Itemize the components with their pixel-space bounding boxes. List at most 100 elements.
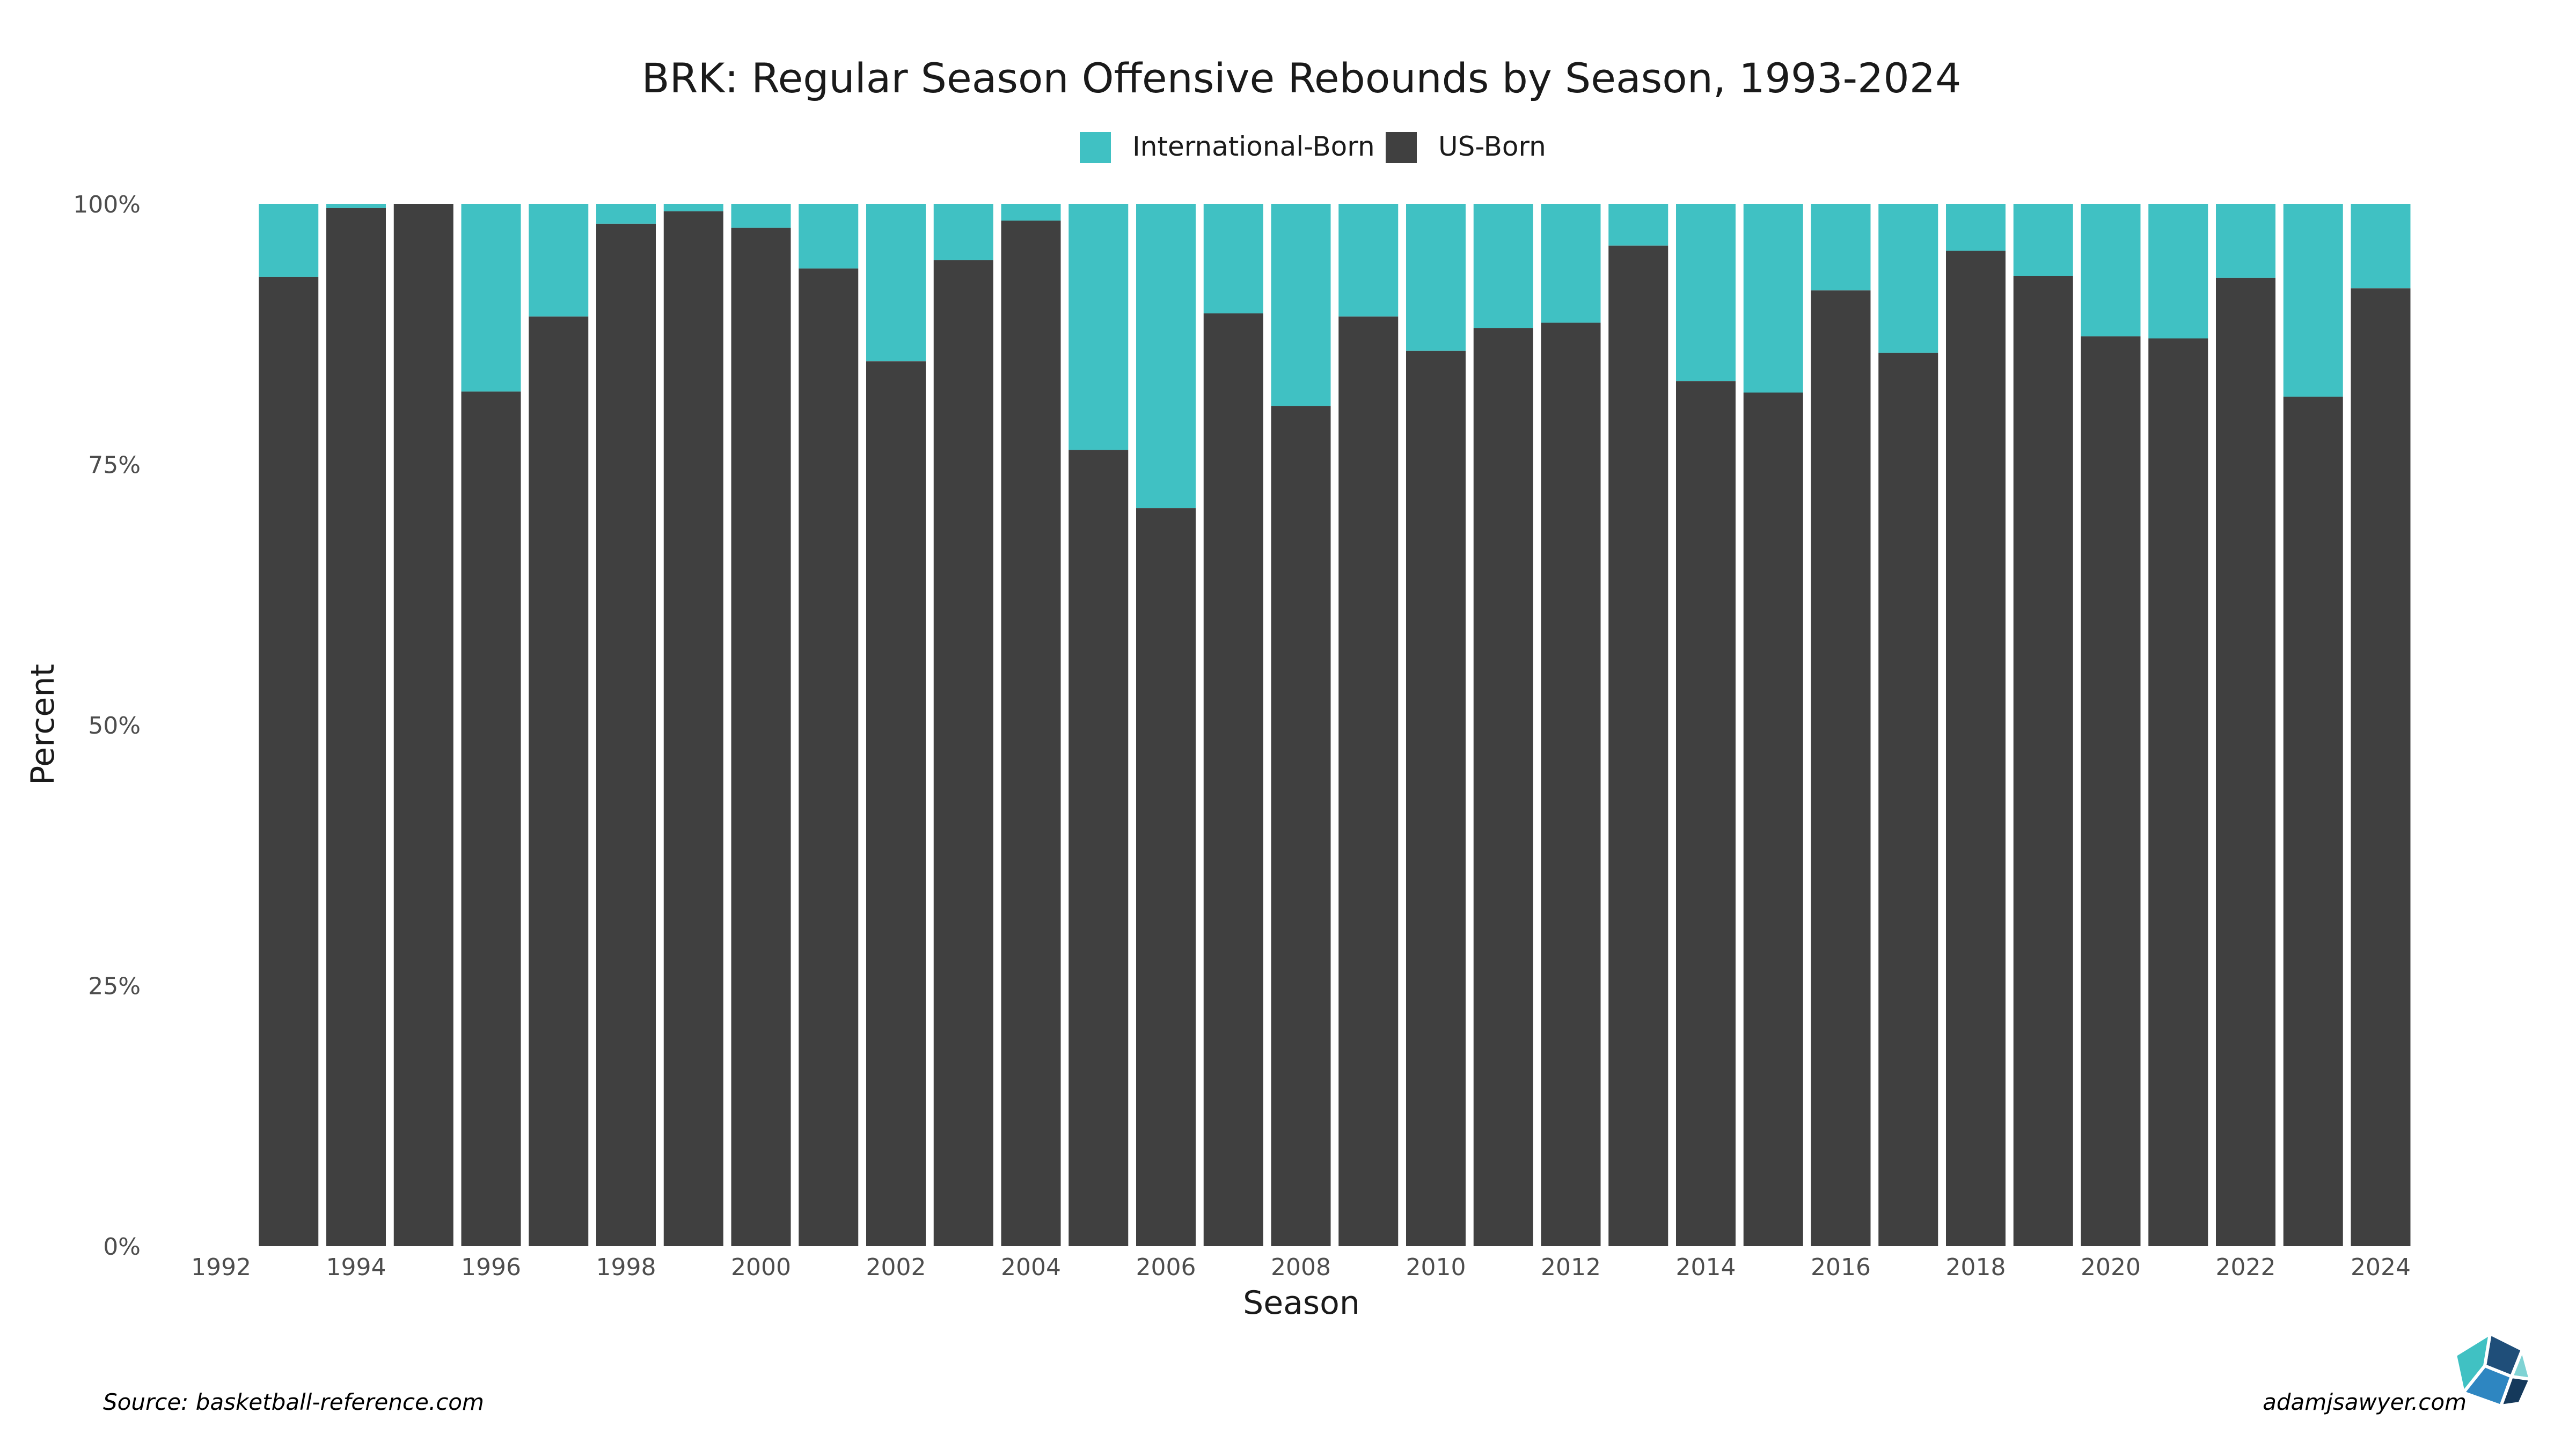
x-axis-title: Season bbox=[1243, 1284, 1360, 1322]
bar-international-2024 bbox=[2351, 204, 2411, 289]
bar-international-2021 bbox=[2148, 204, 2208, 339]
bar-us-1993 bbox=[259, 276, 319, 1247]
x-tick-label: 2010 bbox=[1406, 1254, 1466, 1281]
bar-international-2014 bbox=[1676, 204, 1736, 382]
bar-us-2000 bbox=[731, 228, 791, 1246]
source-caption: Source: basketball-reference.com bbox=[103, 1389, 484, 1415]
y-tick-label: 50% bbox=[88, 712, 141, 740]
x-tick-label: 2014 bbox=[1676, 1254, 1736, 1281]
site-logo bbox=[2453, 1330, 2533, 1408]
bar-us-2011 bbox=[1473, 328, 1533, 1246]
bar-international-2012 bbox=[1541, 204, 1601, 323]
x-tick-label: 2024 bbox=[2351, 1254, 2411, 1281]
bar-international-1993 bbox=[259, 204, 319, 277]
bar-us-2001 bbox=[799, 268, 859, 1246]
x-tick-label: 2006 bbox=[1136, 1254, 1196, 1281]
bar-us-2021 bbox=[2148, 338, 2208, 1246]
bar-international-2023 bbox=[2283, 204, 2343, 397]
bar-us-2002 bbox=[866, 361, 926, 1247]
bar-international-2010 bbox=[1406, 204, 1466, 351]
bar-international-2011 bbox=[1473, 204, 1533, 328]
bars bbox=[259, 204, 2411, 1247]
x-tick-label: 2012 bbox=[1541, 1254, 1601, 1281]
bar-us-2009 bbox=[1338, 316, 1399, 1246]
y-tick-label: 100% bbox=[73, 191, 141, 218]
chart-title: BRK: Regular Season Offensive Rebounds b… bbox=[642, 54, 1962, 102]
bar-us-1999 bbox=[663, 211, 723, 1246]
x-tick-label: 2018 bbox=[1946, 1254, 2006, 1281]
bar-us-2024 bbox=[2351, 288, 2411, 1246]
y-axis: 0% 25% 50% 75% 100% bbox=[73, 191, 141, 1261]
legend: International-Born US-Born bbox=[1080, 131, 1546, 163]
y-tick-label: 25% bbox=[88, 973, 141, 1000]
bar-international-2006 bbox=[1136, 204, 1196, 509]
bar-us-2005 bbox=[1069, 450, 1129, 1246]
x-tick-label: 2002 bbox=[866, 1254, 926, 1281]
bar-us-2019 bbox=[2013, 275, 2073, 1246]
bar-international-2016 bbox=[1811, 204, 1871, 291]
bar-us-2018 bbox=[1946, 251, 2006, 1246]
bar-us-2012 bbox=[1541, 323, 1601, 1247]
bar-international-2019 bbox=[2013, 204, 2073, 276]
bar-us-1996 bbox=[461, 391, 521, 1246]
bar-us-1998 bbox=[596, 223, 656, 1247]
bar-international-2013 bbox=[1608, 204, 1668, 246]
x-tick-label: 1994 bbox=[326, 1254, 386, 1281]
bar-us-2022 bbox=[2216, 277, 2275, 1246]
legend-swatch-international bbox=[1080, 132, 1111, 163]
site-credit: adamjsawyer.com bbox=[2263, 1389, 2467, 1415]
y-tick-label: 0% bbox=[103, 1233, 141, 1261]
bar-us-2023 bbox=[2283, 397, 2343, 1246]
bar-international-1998 bbox=[596, 204, 656, 224]
x-tick-label: 1992 bbox=[191, 1254, 251, 1281]
x-tick-label: 2004 bbox=[1001, 1254, 1061, 1281]
bar-us-2006 bbox=[1136, 508, 1196, 1247]
bar-international-1996 bbox=[461, 204, 521, 392]
bar-international-2007 bbox=[1203, 204, 1263, 313]
x-tick-label: 2022 bbox=[2216, 1254, 2276, 1281]
x-tick-label: 2020 bbox=[2081, 1254, 2141, 1281]
bar-us-2015 bbox=[1743, 392, 1803, 1247]
bar-us-1995 bbox=[393, 204, 453, 1246]
bar-us-2010 bbox=[1406, 350, 1466, 1246]
bar-us-2014 bbox=[1676, 381, 1736, 1246]
bar-us-2017 bbox=[1878, 353, 1938, 1246]
bar-international-2004 bbox=[1001, 204, 1061, 221]
y-tick-label: 75% bbox=[88, 452, 141, 479]
y-axis-title: Percent bbox=[24, 664, 62, 785]
bar-us-2008 bbox=[1271, 406, 1331, 1246]
bar-us-2004 bbox=[1001, 221, 1061, 1246]
legend-label-international: International-Born bbox=[1132, 131, 1375, 162]
bar-international-2003 bbox=[933, 204, 993, 260]
bar-us-2007 bbox=[1203, 313, 1263, 1247]
bar-international-1994 bbox=[326, 204, 386, 208]
x-tick-label: 2008 bbox=[1271, 1254, 1331, 1281]
bar-international-2001 bbox=[799, 204, 859, 269]
x-tick-label: 1998 bbox=[596, 1254, 656, 1281]
bar-international-2018 bbox=[1946, 204, 2006, 251]
bar-international-2005 bbox=[1069, 204, 1129, 450]
bar-international-1997 bbox=[529, 204, 589, 317]
bar-us-2013 bbox=[1608, 245, 1668, 1247]
bar-international-1999 bbox=[663, 204, 723, 211]
legend-label-us: US-Born bbox=[1438, 131, 1546, 162]
x-axis: 1992 1994 1996 1998 2000 2002 2004 2006 2008 2010… bbox=[191, 1254, 2411, 1281]
bar-us-1997 bbox=[529, 316, 589, 1246]
bar-international-2008 bbox=[1271, 204, 1331, 406]
bar-us-2016 bbox=[1811, 290, 1871, 1246]
bar-international-2000 bbox=[731, 204, 791, 228]
bar-us-2020 bbox=[2081, 336, 2141, 1246]
x-tick-label: 1996 bbox=[461, 1254, 521, 1281]
bar-international-2022 bbox=[2216, 204, 2275, 278]
bar-international-2002 bbox=[866, 204, 926, 362]
bar-international-2020 bbox=[2081, 204, 2141, 336]
bar-us-2003 bbox=[933, 260, 993, 1246]
legend-swatch-us bbox=[1386, 132, 1417, 163]
x-tick-label: 2000 bbox=[731, 1254, 791, 1281]
bar-international-2015 bbox=[1743, 204, 1803, 393]
x-tick-label: 2016 bbox=[1811, 1254, 1871, 1281]
bar-international-2009 bbox=[1338, 204, 1399, 317]
bar-international-2017 bbox=[1878, 204, 1938, 353]
bar-us-1994 bbox=[326, 208, 386, 1246]
